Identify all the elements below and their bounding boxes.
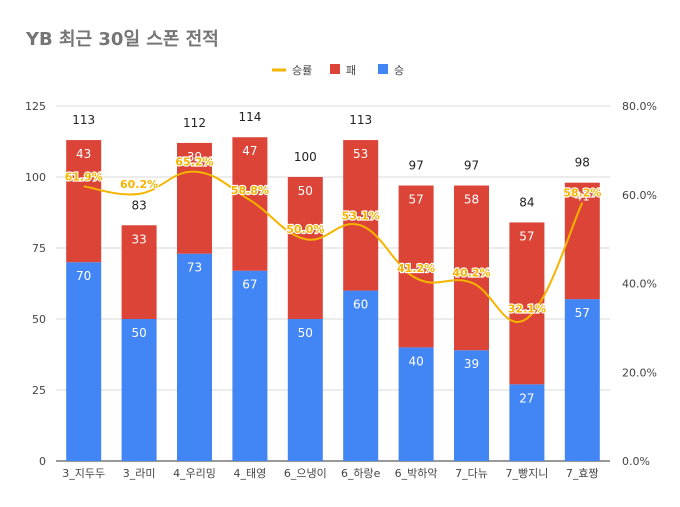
winrate-label: 41.2% <box>397 262 435 275</box>
bar-win-2 <box>177 253 212 461</box>
y-tick-label: 100 <box>25 171 46 184</box>
bar-total-label: 100 <box>294 150 317 164</box>
bar-loss-0 <box>66 140 102 263</box>
bar-loss-6 <box>398 185 434 348</box>
bar-total-label: 97 <box>464 159 479 173</box>
bar-win-6 <box>398 347 434 461</box>
bar-win-8 <box>509 384 545 461</box>
bar-loss-label: 41 <box>575 190 590 204</box>
bar-win-label: 27 <box>519 391 534 405</box>
bar-loss-label: 43 <box>76 147 91 161</box>
legend-loss-label: 패 <box>346 64 356 77</box>
bar-win-label: 40 <box>408 354 423 368</box>
x-tick-label: 7_다뉴 <box>455 467 488 480</box>
bar-loss-label: 50 <box>298 184 313 198</box>
y2-tick-label: 80.0% <box>622 100 657 113</box>
bar-win-label: 50 <box>131 326 146 340</box>
bar-total-label: 83 <box>131 198 146 212</box>
bar-win-label: 73 <box>187 261 202 275</box>
bar-win-0 <box>66 262 102 461</box>
x-tick-label: 3_라미 <box>123 467 156 480</box>
bar-loss-label: 47 <box>242 144 257 158</box>
bar-loss-label: 39 <box>187 150 202 164</box>
bar-win-label: 39 <box>464 357 479 371</box>
bar-win-5 <box>343 290 379 461</box>
bar-win-label: 60 <box>353 298 368 312</box>
bar-win-label: 57 <box>575 306 590 320</box>
bar-loss-1 <box>121 225 157 319</box>
y2-tick-label: 20.0% <box>622 366 657 379</box>
x-tick-label: 7_효짱 <box>566 467 599 480</box>
y2-tick-label: 40.0% <box>622 278 657 291</box>
legend-winrate-label: 승률 <box>292 64 312 77</box>
bar-win-4 <box>287 319 323 461</box>
bar-loss-label: 57 <box>408 193 423 207</box>
winrate-label: 53.1% <box>342 209 380 222</box>
bar-win-9 <box>564 299 600 461</box>
bar-loss-label: 57 <box>519 229 534 243</box>
bar-total-label: 112 <box>183 116 206 130</box>
y2-tick-label: 0.0% <box>622 455 650 468</box>
bar-win-1 <box>121 319 157 461</box>
x-tick-label: 7_빵지니 <box>505 467 548 480</box>
bar-total-label: 114 <box>238 110 261 124</box>
bar-loss-label: 58 <box>464 193 479 207</box>
winrate-label: 60.2% <box>120 178 158 191</box>
y2-tick-label: 60.0% <box>622 189 657 202</box>
bar-loss-7 <box>454 185 489 351</box>
bar-total-label: 113 <box>72 113 95 127</box>
bar-win-label: 70 <box>76 269 91 283</box>
bar-loss-9 <box>564 182 600 300</box>
bar-win-label: 50 <box>298 326 313 340</box>
bar-loss-2 <box>177 142 212 254</box>
bar-total-label: 98 <box>575 156 590 170</box>
legend-win-swatch <box>378 64 388 74</box>
bar-win-7 <box>454 350 489 461</box>
winrate-line <box>83 170 584 323</box>
winrate-label: 58.2% <box>563 187 601 200</box>
bar-loss-3 <box>232 137 268 271</box>
y-tick-label: 0 <box>39 455 46 468</box>
x-tick-label: 6_박하악 <box>395 466 438 480</box>
y-tick-label: 50 <box>32 313 46 326</box>
bar-win-label: 67 <box>242 278 257 292</box>
bar-loss-4 <box>287 177 323 319</box>
chart-title: YB 최근 30일 스폰 전적 <box>26 29 219 50</box>
bar-loss-label: 33 <box>131 232 146 246</box>
winrate-label: 32.1% <box>508 303 546 316</box>
winrate-label: 40.2% <box>452 267 490 280</box>
x-tick-label: 4_태영 <box>234 467 267 480</box>
bar-win-3 <box>232 270 268 461</box>
winrate-label: 65.2% <box>175 156 213 169</box>
legend-win-label: 승 <box>394 64 404 77</box>
y-tick-label: 125 <box>25 100 46 113</box>
bar-total-label: 84 <box>519 195 534 209</box>
x-tick-label: 6_하랑e <box>341 466 381 480</box>
legend-loss-swatch <box>330 64 340 74</box>
y-tick-label: 75 <box>32 242 46 255</box>
bar-total-label: 113 <box>349 113 372 127</box>
bar-loss-5 <box>343 140 379 291</box>
bar-loss-label: 53 <box>353 147 368 161</box>
winrate-label: 61.9% <box>65 170 103 183</box>
winrate-label: 58.8% <box>231 184 269 197</box>
x-tick-label: 3_지두두 <box>62 467 105 480</box>
bar-total-label: 97 <box>408 159 423 173</box>
y-tick-label: 25 <box>32 384 46 397</box>
winrate-label: 50.0% <box>286 223 324 236</box>
x-tick-label: 6_으냉이 <box>284 467 327 480</box>
x-tick-label: 4_우리밍 <box>173 467 216 480</box>
